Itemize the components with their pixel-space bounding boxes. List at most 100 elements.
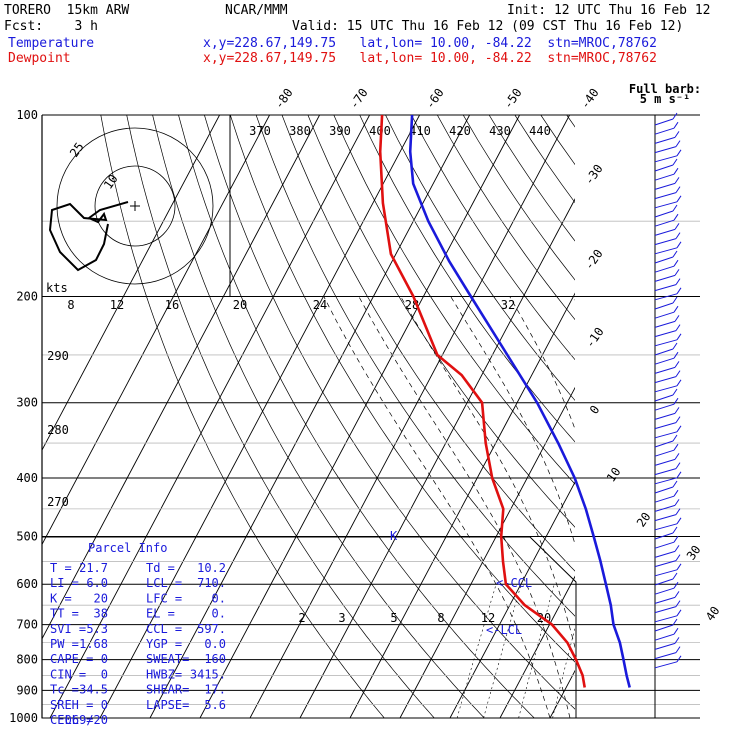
isotherm-line <box>42 115 270 546</box>
dry-adiabat <box>359 115 575 443</box>
mixing-ratio-label: 12 <box>481 611 495 625</box>
wind-barb <box>654 324 681 338</box>
pressure-tick-label: 700 <box>16 618 38 632</box>
theta-label: 430 <box>489 124 511 138</box>
parcel-param-value: 20 <box>94 591 108 605</box>
wind-barb <box>654 342 678 356</box>
wind-barb <box>654 370 681 384</box>
theta-label: 420 <box>449 124 471 138</box>
wind-barb <box>654 296 678 310</box>
wind-barb <box>654 508 681 522</box>
parcel-param-label: K = <box>50 591 72 605</box>
barb-legend-title: Full barb: <box>629 82 701 96</box>
isotherm-line <box>449 481 575 718</box>
wind-barb <box>654 259 679 273</box>
parcel-param-value: 710. <box>197 576 226 590</box>
pressure-tick-label: 1000 <box>9 711 38 725</box>
pressure-tick-label: 800 <box>16 653 38 667</box>
isotherm-line <box>399 386 575 718</box>
parcel-param-value: 21.7 <box>79 561 108 575</box>
wind-barb <box>654 315 680 328</box>
parcel-param-value: 17. <box>204 683 226 697</box>
dry-adiabat <box>126 115 435 718</box>
temperature-legend: Temperature <box>8 36 95 51</box>
wind-barb <box>654 158 678 172</box>
dewpoint-profile <box>378 114 586 688</box>
wind-barb <box>654 609 682 623</box>
wind-barb <box>654 223 680 236</box>
isotherm-label: -10 <box>583 325 607 351</box>
isotherm-label: 0 <box>587 403 603 417</box>
temperature-profile <box>408 114 631 688</box>
wind-barb <box>654 269 680 282</box>
parcel-param-value: 0 <box>101 667 108 681</box>
isotherm-line <box>199 115 520 718</box>
dry-adiabat <box>488 115 575 242</box>
dry-adiabat <box>566 115 575 128</box>
dewpoint-station-info: x,y=228.67,149.75 lat,lon= 10.00, -84.22… <box>203 51 657 66</box>
hodograph-unit-label: kts <box>46 281 68 295</box>
dry-adiabat <box>670 115 740 731</box>
parcel-param-value: 5.6 <box>204 698 226 712</box>
wind-barb <box>654 241 682 255</box>
wind-barb <box>654 416 681 430</box>
isotherm-label: -80 <box>272 86 296 112</box>
wind-barb <box>654 287 682 301</box>
isotherm-line <box>499 575 575 718</box>
wind-barb <box>654 545 680 558</box>
wind-barb <box>654 305 679 319</box>
dry-adiabat <box>385 115 575 401</box>
init-time: Init: 12 UTC Thu 16 Feb 12 <box>507 3 711 18</box>
barb-legend-unit: 5 m s⁻¹ <box>640 92 691 106</box>
parcel-param-label: SWEAT= <box>146 652 189 666</box>
wind-barb <box>654 379 682 393</box>
wind-barb <box>654 434 678 448</box>
parcel-param-value: 069/20 <box>65 713 108 727</box>
theta-label: 290 <box>47 349 69 363</box>
hodograph-trace <box>48 201 129 272</box>
wind-barb <box>654 361 680 374</box>
parcel-param-label: Td = <box>146 561 175 575</box>
parcel-param-label: SHEAR= <box>146 683 189 697</box>
wind-barb <box>654 618 678 632</box>
parcel-param-value: 34.5 <box>79 683 108 697</box>
hodograph-ring-label: 25 <box>67 140 87 160</box>
isotherm-line <box>99 115 420 718</box>
wind-barb <box>654 121 679 135</box>
wind-barb <box>654 232 681 246</box>
parcel-param-value: 0.0 <box>204 637 226 651</box>
wind-barb <box>654 627 679 641</box>
wind-barb <box>654 462 681 476</box>
wind-barb <box>654 397 679 411</box>
wind-barb <box>654 388 678 402</box>
dry-adiabat <box>462 115 575 281</box>
pressure-tick-label: 200 <box>16 290 38 304</box>
wind-barb <box>654 443 679 457</box>
mixing-ratio-label: 3 <box>338 611 345 625</box>
dry-adiabat <box>178 115 535 718</box>
isotherm-label: -50 <box>501 86 525 112</box>
theta-label: 380 <box>289 124 311 138</box>
isotherm-label: 10 <box>604 465 624 485</box>
pressure-tick-label: 600 <box>16 577 38 591</box>
isotherm-line <box>349 292 575 718</box>
parcel-param-value: 0 <box>101 698 108 712</box>
theta-label: 390 <box>329 124 351 138</box>
wind-barb <box>654 167 679 181</box>
wind-barb <box>654 186 681 200</box>
wind-barb <box>654 646 681 660</box>
dry-adiabat <box>307 115 575 528</box>
hodograph-ring <box>94 165 176 247</box>
parcel-param-label: EL = <box>146 607 175 621</box>
isotherm-line <box>42 115 220 452</box>
mixing-ratio-line <box>552 626 575 718</box>
parcel-param-label: PW = <box>50 637 79 651</box>
theta-label: 280 <box>47 423 69 437</box>
parcel-param-value: 0. <box>212 591 226 605</box>
moist-adiabat <box>450 296 575 546</box>
wind-barb <box>654 637 680 650</box>
mixing-ratio-label: 5 <box>390 611 397 625</box>
parcel-param-label: SREH = <box>50 698 93 712</box>
moist-adiabat <box>358 296 571 718</box>
